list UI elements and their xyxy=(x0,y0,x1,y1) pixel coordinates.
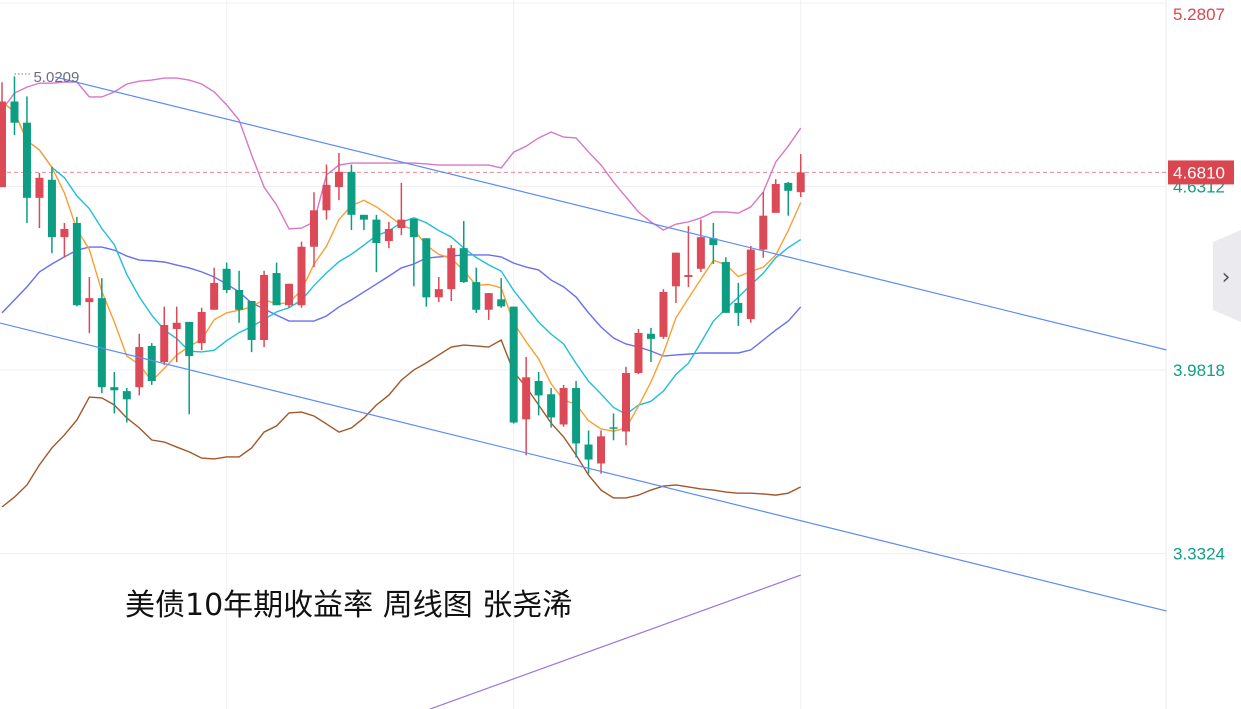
chevron-right-icon: › xyxy=(1222,265,1231,290)
candle-up xyxy=(597,436,606,464)
candle-up xyxy=(796,172,805,193)
candle-down xyxy=(222,268,231,290)
boll-lower-line xyxy=(1,338,802,508)
candle-down xyxy=(784,182,793,191)
trendline-channel-upper xyxy=(54,76,1167,351)
candle-down xyxy=(497,299,506,307)
candle-down xyxy=(10,101,19,123)
candle-up xyxy=(771,184,780,213)
candle-down xyxy=(372,219,381,244)
candle-up xyxy=(634,332,643,374)
candle-up xyxy=(260,275,269,340)
candle-up xyxy=(334,171,343,188)
candle-down xyxy=(584,444,593,460)
candle-down xyxy=(409,218,418,238)
candle-up xyxy=(197,312,206,344)
candle-down xyxy=(235,289,244,310)
candle-up xyxy=(310,210,318,247)
candle-up xyxy=(696,237,705,269)
candle-up xyxy=(172,322,181,329)
candle-up xyxy=(60,228,69,238)
candle-up xyxy=(85,298,94,303)
candle-up xyxy=(35,177,44,198)
candle-down xyxy=(110,387,119,391)
candle-down xyxy=(272,273,281,306)
candle-up xyxy=(0,101,6,188)
ma5-line xyxy=(1,100,802,432)
last-price-label: 4.6810 xyxy=(1173,163,1225,182)
candle-up xyxy=(384,228,393,242)
candles xyxy=(0,76,805,474)
candle-up xyxy=(210,282,219,310)
trendlines: 5.0209 xyxy=(0,69,1167,709)
candle-down xyxy=(97,298,106,388)
candle-down xyxy=(609,427,618,429)
candle-up xyxy=(434,289,443,298)
price-axis-tick: 5.2807 xyxy=(1173,5,1225,24)
candle-up xyxy=(285,283,294,306)
price-axis-tick: 3.3324 xyxy=(1173,544,1225,563)
candle-up xyxy=(397,219,406,229)
candle-down xyxy=(47,179,56,238)
candle-up xyxy=(659,291,668,337)
last-price-tag xyxy=(1168,160,1234,185)
boll-mid-line xyxy=(1,246,802,357)
high-marker-label: 5.0209 xyxy=(33,69,79,86)
candle-up xyxy=(297,246,306,306)
candle-down xyxy=(534,380,543,396)
candle-down xyxy=(734,302,743,313)
candle-down xyxy=(359,214,368,220)
boll-upper-line xyxy=(1,77,802,231)
candle-down xyxy=(185,321,194,357)
candle-up xyxy=(322,184,331,211)
candle-down xyxy=(422,238,431,298)
candle-up xyxy=(160,325,169,363)
chart-caption: 美债10年期收益率 周线图 张尧浠 xyxy=(125,588,573,623)
candle-down xyxy=(22,122,31,198)
candle-up xyxy=(622,373,630,432)
candle-down xyxy=(72,223,81,306)
candle-down xyxy=(509,306,518,423)
candle-up xyxy=(684,275,693,277)
candle-down xyxy=(572,388,581,444)
candle-down xyxy=(472,282,481,310)
candle-up xyxy=(559,388,568,425)
price-axis-tick: 3.9818 xyxy=(1173,361,1225,380)
indicator-lines xyxy=(1,77,802,508)
expand-panel-button[interactable]: › xyxy=(1213,230,1241,322)
candle-down xyxy=(709,238,718,246)
candle-down xyxy=(247,300,256,340)
ma10-line xyxy=(1,100,802,415)
candle-up xyxy=(746,249,755,320)
candle-down xyxy=(721,262,730,313)
candle-up xyxy=(135,347,144,388)
candle-up xyxy=(447,248,456,290)
candle-up xyxy=(522,377,531,420)
candle-up xyxy=(671,252,680,287)
candle-down xyxy=(122,391,131,400)
expand-button-bg xyxy=(1213,230,1241,322)
trendline-channel-lower xyxy=(0,322,1167,612)
candle-down xyxy=(147,345,156,381)
trendline-purple xyxy=(429,574,801,709)
candle-down xyxy=(459,248,468,283)
candle-up xyxy=(484,293,493,310)
candle-down xyxy=(646,333,655,339)
candle-down xyxy=(347,171,356,215)
candle-up xyxy=(759,215,768,250)
candle-down xyxy=(547,394,556,418)
